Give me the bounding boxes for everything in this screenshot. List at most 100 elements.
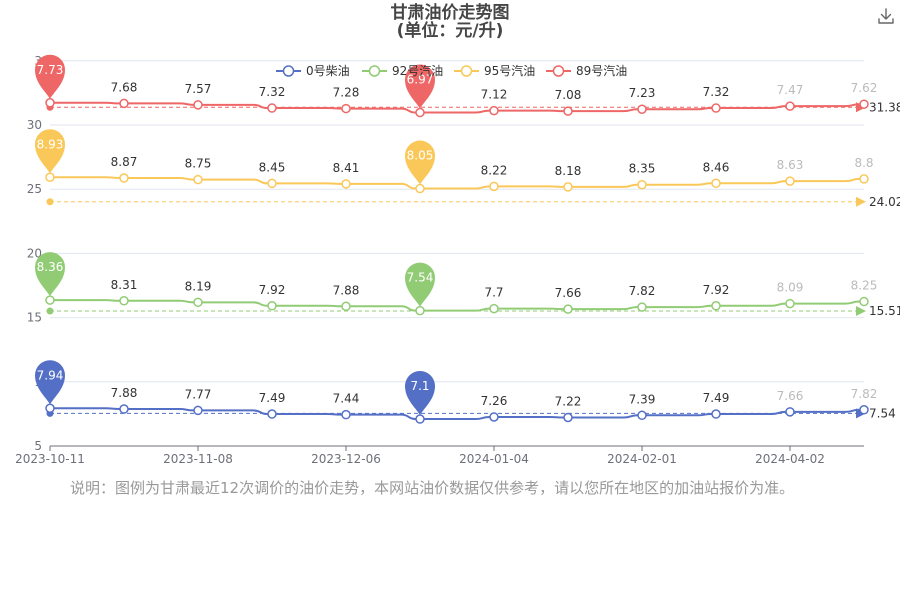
data-label: 7.57: [185, 82, 212, 96]
data-label: 8.45: [259, 160, 286, 174]
data-point: [489, 412, 499, 422]
series-1: 15.51 8.31 8.19 7.92 7.88 7.7 7.66 7.82 7.92 8.09…: [35, 252, 900, 318]
data-point: [859, 296, 869, 307]
max-pin: 7.94: [35, 360, 65, 405]
data-point: [563, 182, 573, 192]
data-label: 7.39: [629, 392, 656, 406]
average-label: 7.54: [869, 406, 896, 420]
data-point: [637, 179, 647, 190]
max-pin: 8.93: [35, 129, 65, 174]
data-point: [859, 99, 869, 109]
legend-item-0[interactable]: 0号柴油: [276, 64, 350, 78]
legend-marker: [552, 65, 565, 77]
average-arrow: [856, 306, 866, 317]
data-point: [489, 181, 499, 192]
data-point: [341, 301, 351, 312]
series-2: 24.02 8.87 8.75 8.45 8.41 8.22 8.18 8.35 8.46 8.6…: [35, 129, 900, 209]
data-label: 7.49: [703, 391, 730, 405]
data-point: [193, 405, 203, 416]
legend-label: 0号柴油: [306, 64, 350, 78]
average-start-dot: [46, 198, 54, 206]
series-0: 7.54 7.88 7.77 7.49 7.44 7.26 7.22 7.39 7.49 7.66…: [35, 360, 896, 424]
pin-shape: [35, 360, 65, 405]
data-point: [711, 301, 721, 311]
download-icon[interactable]: [876, 6, 896, 26]
series-layer: 7.54 7.88 7.77 7.49 7.44 7.26 7.22 7.39 7.49 7.66…: [35, 54, 900, 424]
data-label: 7.66: [777, 389, 804, 403]
data-label: 7.23: [629, 86, 656, 100]
data-label: 8.18: [555, 164, 582, 178]
data-point: [267, 409, 277, 419]
x-tick-label: 2024-01-04: [459, 452, 529, 466]
data-point: [45, 98, 55, 108]
data-point: [193, 174, 203, 185]
data-point: [267, 301, 277, 311]
pin-shape: [405, 140, 435, 185]
data-label: 7.22: [555, 394, 582, 408]
pin-label: 7.54: [407, 271, 434, 285]
data-point: [119, 173, 129, 183]
max-pin: 7.73: [35, 54, 65, 99]
footnote: 说明：图例为甘肃最近12次调价的油价走势，本网站油价数据仅供参考，请以您所在地区…: [70, 479, 795, 497]
data-label: 7.68: [111, 80, 138, 94]
data-point: [193, 100, 203, 110]
average-label: 24.02: [869, 195, 900, 209]
average-arrow: [856, 196, 866, 207]
data-label: 8.41: [333, 161, 360, 175]
max-pin: 8.36: [35, 252, 65, 297]
data-label: 7.32: [703, 85, 730, 99]
legend-marker: [368, 65, 381, 77]
legend[interactable]: 0号柴油 92号汽油 95号汽油 89号汽油: [276, 63, 627, 78]
pin-label: 8.93: [37, 137, 64, 151]
data-label: 7.66: [555, 286, 582, 300]
x-tick-label: 2024-02-01: [607, 452, 677, 466]
data-point: [785, 101, 795, 111]
min-pin: 7.54: [405, 262, 435, 307]
legend-item-1[interactable]: 92号汽油: [362, 63, 443, 78]
data-point: [637, 410, 647, 421]
data-point: [711, 103, 721, 113]
data-point: [415, 107, 425, 118]
data-point: [119, 98, 129, 109]
data-point: [45, 172, 55, 183]
y-tick-label: 5: [34, 439, 42, 453]
data-point: [489, 303, 499, 314]
data-label: 7.62: [851, 81, 878, 95]
x-axis: 2023-10-11 2023-11-08 2023-12-06 2024-01-04…: [15, 446, 825, 466]
chart-title: 甘肃油价走势图: [390, 3, 510, 23]
data-label: 8.22: [481, 163, 508, 177]
legend-label: 89号汽油: [576, 63, 627, 78]
data-point: [341, 179, 351, 189]
data-label: 7.88: [111, 386, 138, 400]
data-point: [859, 174, 869, 184]
data-point: [119, 404, 129, 414]
data-label: 8.09: [777, 281, 804, 295]
pin-label: 6.97: [407, 73, 434, 87]
data-label: 7.92: [259, 283, 286, 297]
pin-label: 8.36: [37, 260, 64, 274]
data-point: [637, 302, 647, 312]
x-tick-label: 2023-11-08: [163, 452, 233, 466]
data-point: [785, 176, 795, 186]
pin-label: 7.73: [37, 63, 64, 77]
data-point: [711, 409, 721, 419]
pin-label: 8.05: [407, 149, 434, 163]
series-line: [50, 176, 864, 190]
data-point: [563, 412, 573, 423]
pin-label: 7.1: [410, 379, 429, 393]
legend-item-3[interactable]: 89号汽油: [546, 63, 627, 78]
data-point: [45, 403, 55, 414]
data-label: 7.26: [481, 394, 508, 408]
series-3: 31.38 7.68 7.57 7.32 7.28 7.12 7.08 7.23 7.32 7.4…: [35, 54, 900, 118]
data-point: [711, 178, 721, 189]
legend-item-2[interactable]: 95号汽油: [454, 63, 535, 78]
data-point: [45, 295, 55, 305]
data-label: 7.88: [333, 283, 360, 297]
data-label: 8.87: [111, 155, 138, 169]
data-label: 7.47: [777, 83, 804, 97]
data-label: 7.82: [629, 284, 656, 298]
data-label: 8.25: [851, 279, 878, 293]
data-label: 8.35: [629, 162, 656, 176]
legend-marker: [460, 65, 473, 77]
